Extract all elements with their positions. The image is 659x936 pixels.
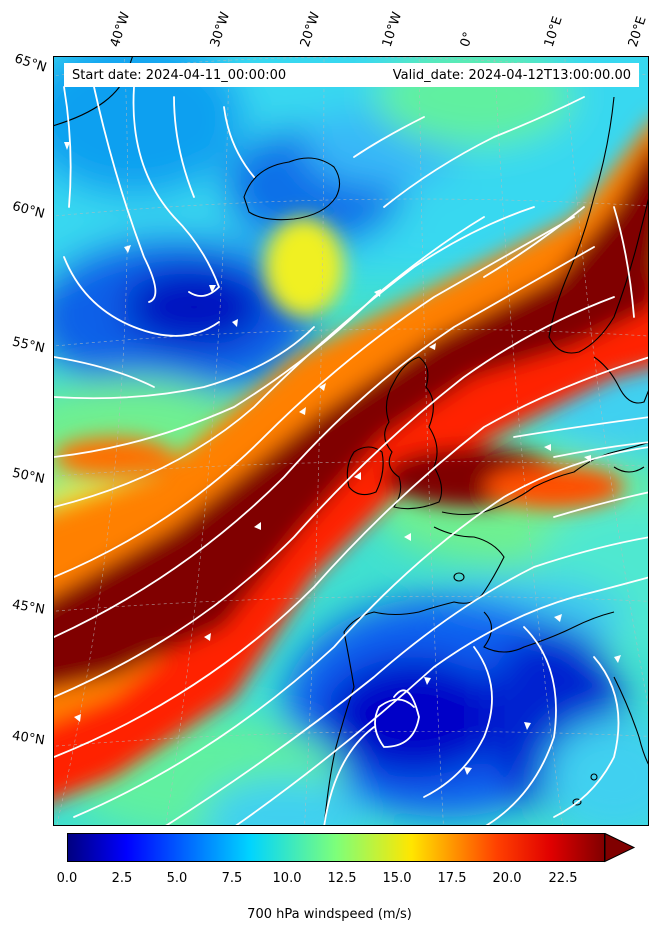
lon-label-40w: 40°W [107,10,134,49]
coastlines [54,57,648,825]
colorbar-tick: 2.5 [111,871,133,886]
lat-label-65n: 65°N [12,51,49,76]
denmark-coast [593,356,648,404]
start-date-text: Start date: 2024-04-11_00:00:00 [72,67,287,83]
colorbar [67,833,636,863]
baltic-coast [613,466,645,473]
colorbar-gradient [67,833,605,862]
jet-stream-band [54,124,648,801]
lon-label-30w: 30°W [207,10,234,49]
date-banner: Start date: 2024-04-11_00:00:00 Valid_da… [64,63,639,87]
lat-label-55n: 55°N [10,334,47,357]
streamlines [54,86,648,825]
lon-label-10w: 10°W [379,10,406,49]
streamline-arrows [64,142,621,775]
iceland-coast [243,157,341,221]
colorbar-tick: 7.5 [221,871,243,886]
lat-label-50n: 50°N [10,465,46,488]
med-coast [483,611,615,653]
lon-label-0: 0° [457,30,477,49]
colorbar-tick: 20.0 [492,871,522,886]
wind-map [54,57,648,825]
iberia-coast [323,611,420,825]
lat-label-45n: 45°N [10,597,46,618]
lon-label-20e: 20°E [625,14,650,50]
colorbar-tick: 22.5 [548,871,578,886]
norway-coast [548,96,648,354]
valid-date-text: Valid_date: 2024-04-12T13:00:00.00 [392,67,631,83]
island-outline [590,773,598,781]
colorbar-tick: 5.0 [166,871,188,886]
lat-label-40n: 40°N [11,728,46,749]
island-outline [572,798,582,806]
colorbar-tick: 17.5 [437,871,467,886]
lon-label-20w: 20°W [297,10,324,49]
map-panel: Start date: 2024-04-11_00:00:00 Valid_da… [53,56,649,826]
colorbar-extend-arrow [604,833,636,863]
colorbar-tick: 0.0 [56,871,78,886]
france-coast [418,526,505,613]
colorbar-tick: 15.0 [382,871,412,886]
italy-coast [613,676,648,765]
colorbar-tick: 10.0 [272,871,302,886]
island-outline [453,572,465,582]
ireland-coast [346,446,384,496]
colorbar-label: 700 hPa windspeed (m/s) [247,907,412,922]
lat-label-60n: 60°N [10,199,47,222]
lon-label-10e: 10°E [541,14,566,50]
colorbar-tick: 12.5 [327,871,357,886]
